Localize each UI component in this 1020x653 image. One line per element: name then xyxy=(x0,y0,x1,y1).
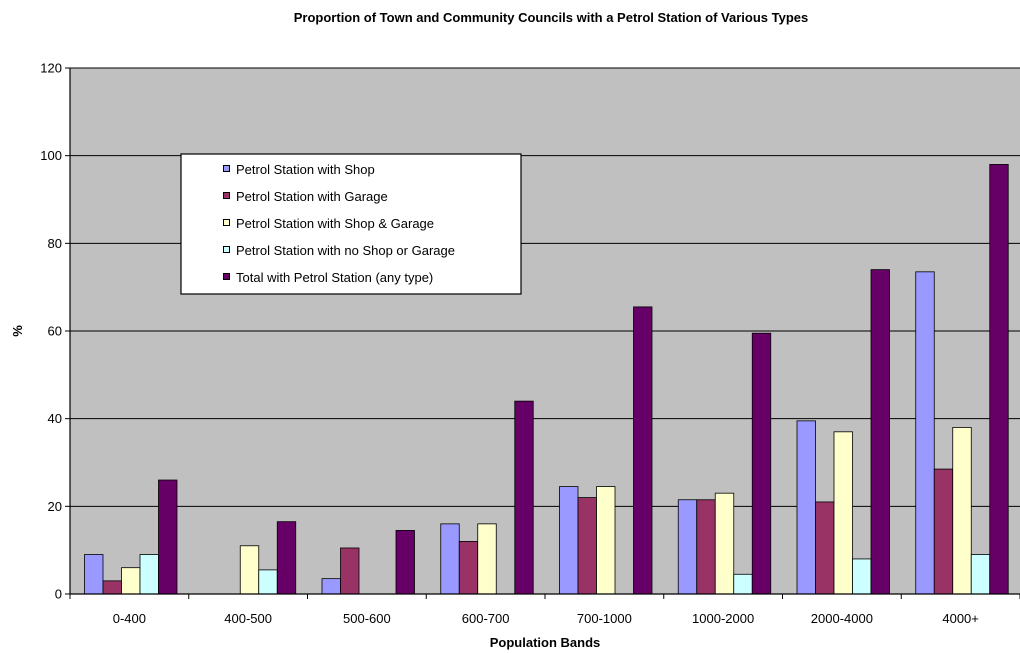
bar xyxy=(796,420,816,595)
bar xyxy=(852,558,872,595)
bar xyxy=(733,573,753,595)
bar xyxy=(340,547,360,595)
bar xyxy=(815,501,835,595)
x-tick-label: 600-700 xyxy=(462,611,510,626)
chart-title: Proportion of Town and Community Council… xyxy=(294,10,808,25)
bar xyxy=(102,580,122,595)
x-axis-title: Population Bands xyxy=(490,635,601,650)
bar xyxy=(751,332,772,595)
bar xyxy=(395,530,415,595)
legend-box xyxy=(180,153,522,295)
legend-label: Petrol Station with Shop xyxy=(236,162,375,177)
bar xyxy=(139,554,159,595)
bar xyxy=(970,554,991,595)
legend: Petrol Station with Shop Petrol Station w… xyxy=(180,153,522,295)
x-tick-label: 1000-2000 xyxy=(692,611,754,626)
y-axis-title: % xyxy=(10,325,25,337)
bar xyxy=(458,541,479,595)
legend-label: Total with Petrol Station (any type) xyxy=(236,270,433,285)
bar xyxy=(239,545,260,595)
bar xyxy=(677,499,698,595)
legend-swatch xyxy=(223,219,230,226)
x-tick-label: 0-400 xyxy=(113,611,146,626)
y-tick-label: 20 xyxy=(48,499,62,514)
bar xyxy=(321,578,341,595)
x-tick-label: 500-600 xyxy=(343,611,391,626)
bar xyxy=(596,486,616,595)
bar xyxy=(714,492,735,595)
x-tick-label: 700-1000 xyxy=(577,611,632,626)
legend-label: Petrol Station with no Shop or Garage xyxy=(236,243,455,258)
legend-swatch xyxy=(223,273,230,280)
legend-swatch xyxy=(223,165,230,172)
bar xyxy=(258,569,278,595)
bar xyxy=(559,486,579,595)
bar xyxy=(696,499,716,595)
bar xyxy=(833,431,853,595)
legend-label: Petrol Station with Shop & Garage xyxy=(236,216,434,231)
legend-swatch xyxy=(223,246,230,253)
bars xyxy=(84,164,1009,595)
bar xyxy=(633,306,653,595)
bar xyxy=(870,269,890,595)
bar xyxy=(158,479,178,595)
x-tick-label: 400-500 xyxy=(224,611,272,626)
bar xyxy=(933,468,954,595)
y-tick-label: 40 xyxy=(48,411,62,426)
bar xyxy=(989,164,1009,595)
bar xyxy=(440,523,460,595)
y-tick-label: 120 xyxy=(40,61,62,76)
y-tick-label: 100 xyxy=(40,148,62,163)
bar xyxy=(915,271,935,595)
bar xyxy=(514,400,534,595)
bar xyxy=(121,567,141,595)
x-tick-label: 4000+ xyxy=(942,611,979,626)
bar xyxy=(477,523,497,595)
legend-swatch xyxy=(223,192,230,199)
x-tick-label: 2000-4000 xyxy=(811,611,873,626)
bar xyxy=(952,427,972,595)
legend-label: Petrol Station with Garage xyxy=(236,189,388,204)
bar xyxy=(84,554,104,595)
bar xyxy=(276,521,297,595)
y-tick-label: 0 xyxy=(55,587,62,602)
y-tick-label: 80 xyxy=(48,236,62,251)
bar xyxy=(577,497,597,595)
y-tick-label: 60 xyxy=(48,324,62,339)
axes: 0 20 40 60 80 100 120 0-400 400-500 500-600 600-70… xyxy=(40,61,1020,626)
